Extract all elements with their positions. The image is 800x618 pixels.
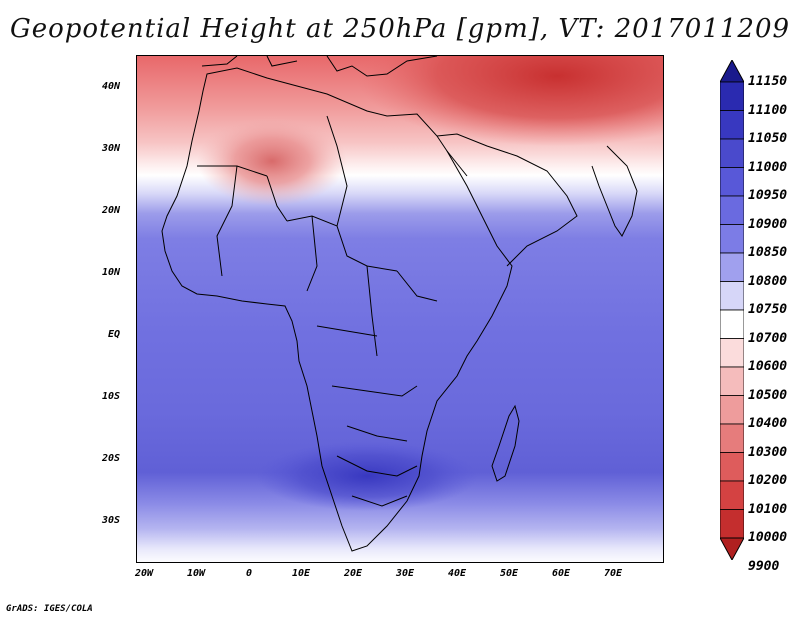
colorbar-segment — [720, 252, 744, 282]
lon-label-10e: 10E — [292, 568, 311, 579]
lat-label-10n: 10N — [101, 267, 120, 278]
colorbar-segment — [720, 224, 744, 254]
lat-label-30n: 30N — [101, 143, 120, 154]
colorbar-label: 10000 — [748, 530, 788, 545]
colorbar-label: 10300 — [748, 444, 788, 460]
lon-label-40e: 40E — [448, 568, 467, 579]
colorbar-label: 10950 — [748, 188, 788, 203]
colorbar-label: 10700 — [748, 330, 788, 346]
colorbar-label: 10100 — [748, 501, 788, 517]
colorbar-segment — [720, 366, 744, 396]
colorbar-label: 10850 — [748, 245, 788, 260]
colorbar-segment — [720, 338, 744, 368]
colorbar-segment — [720, 167, 744, 197]
colorbar-label: 11000 — [748, 159, 788, 175]
colorbar-segment — [720, 138, 744, 168]
colorbar-segment — [720, 509, 744, 539]
colorbar-segment — [720, 423, 744, 453]
colorbar-label: 10400 — [748, 416, 788, 431]
lat-label-10s: 10S — [101, 391, 120, 402]
lon-label-60e: 60E — [552, 568, 571, 579]
colorbar-label: 10500 — [748, 387, 788, 403]
colorbar-segment — [720, 480, 744, 510]
geopotential-height-map — [137, 56, 663, 562]
lon-label-70e: 70E — [604, 568, 623, 579]
lon-label-0: 0 — [246, 568, 253, 579]
colorbar-label: 10750 — [748, 302, 788, 317]
colorbar-bottom-arrow — [720, 537, 744, 560]
colorbar-segment — [720, 81, 744, 111]
colorbar-label: 11050 — [748, 131, 788, 146]
map-title: Geopotential Height at 250hPa [gpm], VT:… — [9, 14, 791, 44]
lat-label-eq: EQ — [107, 329, 120, 340]
colorbar-label: 10600 — [748, 359, 788, 374]
colorbar-segment — [720, 281, 744, 311]
colorbar-label: 10200 — [748, 473, 788, 488]
colorbar-segment — [720, 309, 744, 339]
lon-label-30e: 30E — [396, 568, 415, 579]
colorbar-label: 10900 — [748, 216, 788, 232]
colorbar-top-arrow — [720, 60, 744, 83]
colorbar-label: 11150 — [748, 74, 788, 89]
lat-label-20n: 20N — [101, 205, 120, 216]
lon-label-20w: 20W — [135, 568, 154, 579]
lat-label-40n: 40N — [101, 81, 120, 92]
colorbar-segment — [720, 110, 744, 140]
colorbar-segment — [720, 195, 744, 225]
lat-label-20s: 20S — [101, 453, 120, 464]
colorbar-label: 11100 — [748, 102, 788, 118]
lon-label-20e: 20E — [344, 568, 363, 579]
colorbar-label: 9900 — [748, 558, 780, 574]
lon-label-50e: 50E — [500, 568, 519, 579]
lon-label-10w: 10W — [187, 568, 206, 579]
lat-label-30s: 30S — [101, 515, 120, 526]
map-panel — [136, 55, 664, 563]
footer-credit: GrADS: IGES/COLA — [6, 604, 93, 614]
northeast-height-maximum — [357, 56, 663, 146]
colorbar-label: 10800 — [748, 273, 788, 289]
colorbar — [720, 60, 744, 560]
colorbar-segment — [720, 395, 744, 425]
colorbar-segment — [720, 452, 744, 482]
coastlines — [161, 56, 638, 552]
